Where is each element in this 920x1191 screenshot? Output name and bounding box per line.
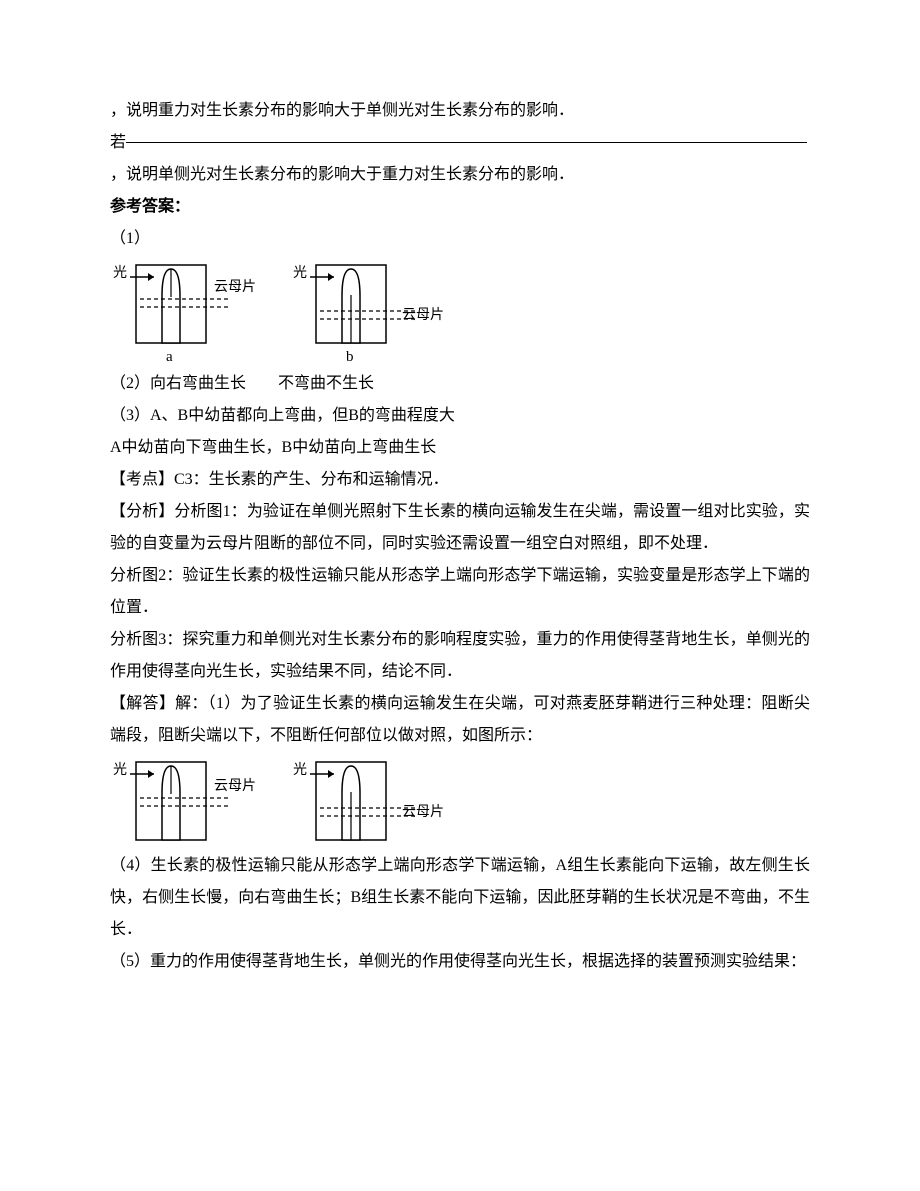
diagram-row-2: 光 云母片 光 云母片 <box>110 758 810 848</box>
mica-label-b2: 云母片 <box>402 804 444 820</box>
mica-label-a2: 云母片 <box>214 778 256 794</box>
question-cont-2: ，说明单侧光对生长素分布的影响大于重力对生长素分布的影响． <box>110 159 810 191</box>
page-root: ，说明重力对生长素分布的影响大于单侧光对生长素分布的影响． 若 ，说明单侧光对生… <box>0 0 920 1191</box>
fenxi-2: 分析图2：验证生长素的极性运输只能从形态学上端向形态学下端运输，实验变量是形态学… <box>110 560 810 624</box>
mica-label-a: 云母片 <box>214 279 256 295</box>
answer-2: （2）向右弯曲生长 不弯曲不生长 <box>110 368 810 400</box>
mica-label-b: 云母片 <box>402 307 444 323</box>
light-label-b2: 光 <box>293 762 307 778</box>
jieda-4: （4）生长素的极性运输只能从形态学上端向形态学下端运输，A组生长素能向下运输，故… <box>110 850 810 946</box>
kaodian: 【考点】C3：生长素的产生、分布和运输情况． <box>110 464 810 496</box>
diagram-b: 光 云母片 b <box>290 261 460 366</box>
fenxi-1: 【分析】分析图1：为验证在单侧光照射下生长素的横向运输发生在尖端，需设置一组对比… <box>110 496 810 560</box>
answer-3a: （3）A、B中幼苗都向上弯曲，但B的弯曲程度大 <box>110 400 810 432</box>
diagram-b2: 光 云母片 <box>290 758 460 848</box>
diagram-a: 光 云母片 a <box>110 261 270 366</box>
question-cont-1: ，说明重力对生长素分布的影响大于单侧光对生长素分布的影响． <box>110 95 810 127</box>
sub-label-a: a <box>166 349 173 365</box>
answer-3b: A中幼苗向下弯曲生长，B中幼苗向上弯曲生长 <box>110 432 810 464</box>
diagram-row-1: 光 云母片 a 光 云母片 b <box>110 261 810 366</box>
sub-label-b: b <box>346 349 354 365</box>
jieda-1: 【解答】解：（1）为了验证生长素的横向运输发生在尖端，可对燕麦胚芽鞘进行三种处理… <box>110 688 810 752</box>
answer-2b: 不弯曲不生长 <box>278 375 374 392</box>
if-char: 若 <box>110 134 126 151</box>
light-label-a2: 光 <box>113 762 127 778</box>
blank-fill-line <box>126 142 807 143</box>
jieda-5: （5）重力的作用使得茎背地生长，单侧光的作用使得茎向光生长，根据选择的装置预测实… <box>110 946 810 978</box>
light-label-b: 光 <box>293 265 307 281</box>
light-label-a: 光 <box>113 265 127 281</box>
if-label: 若 <box>110 127 810 159</box>
answer-2a: （2）向右弯曲生长 <box>110 375 246 392</box>
answer-heading: 参考答案： <box>110 191 810 223</box>
answer-1-label: （1） <box>110 223 810 255</box>
diagram-a2: 光 云母片 <box>110 758 270 848</box>
fenxi-3: 分析图3：探究重力和单侧光对生长素分布的影响程度实验，重力的作用使得茎背地生长，… <box>110 624 810 688</box>
